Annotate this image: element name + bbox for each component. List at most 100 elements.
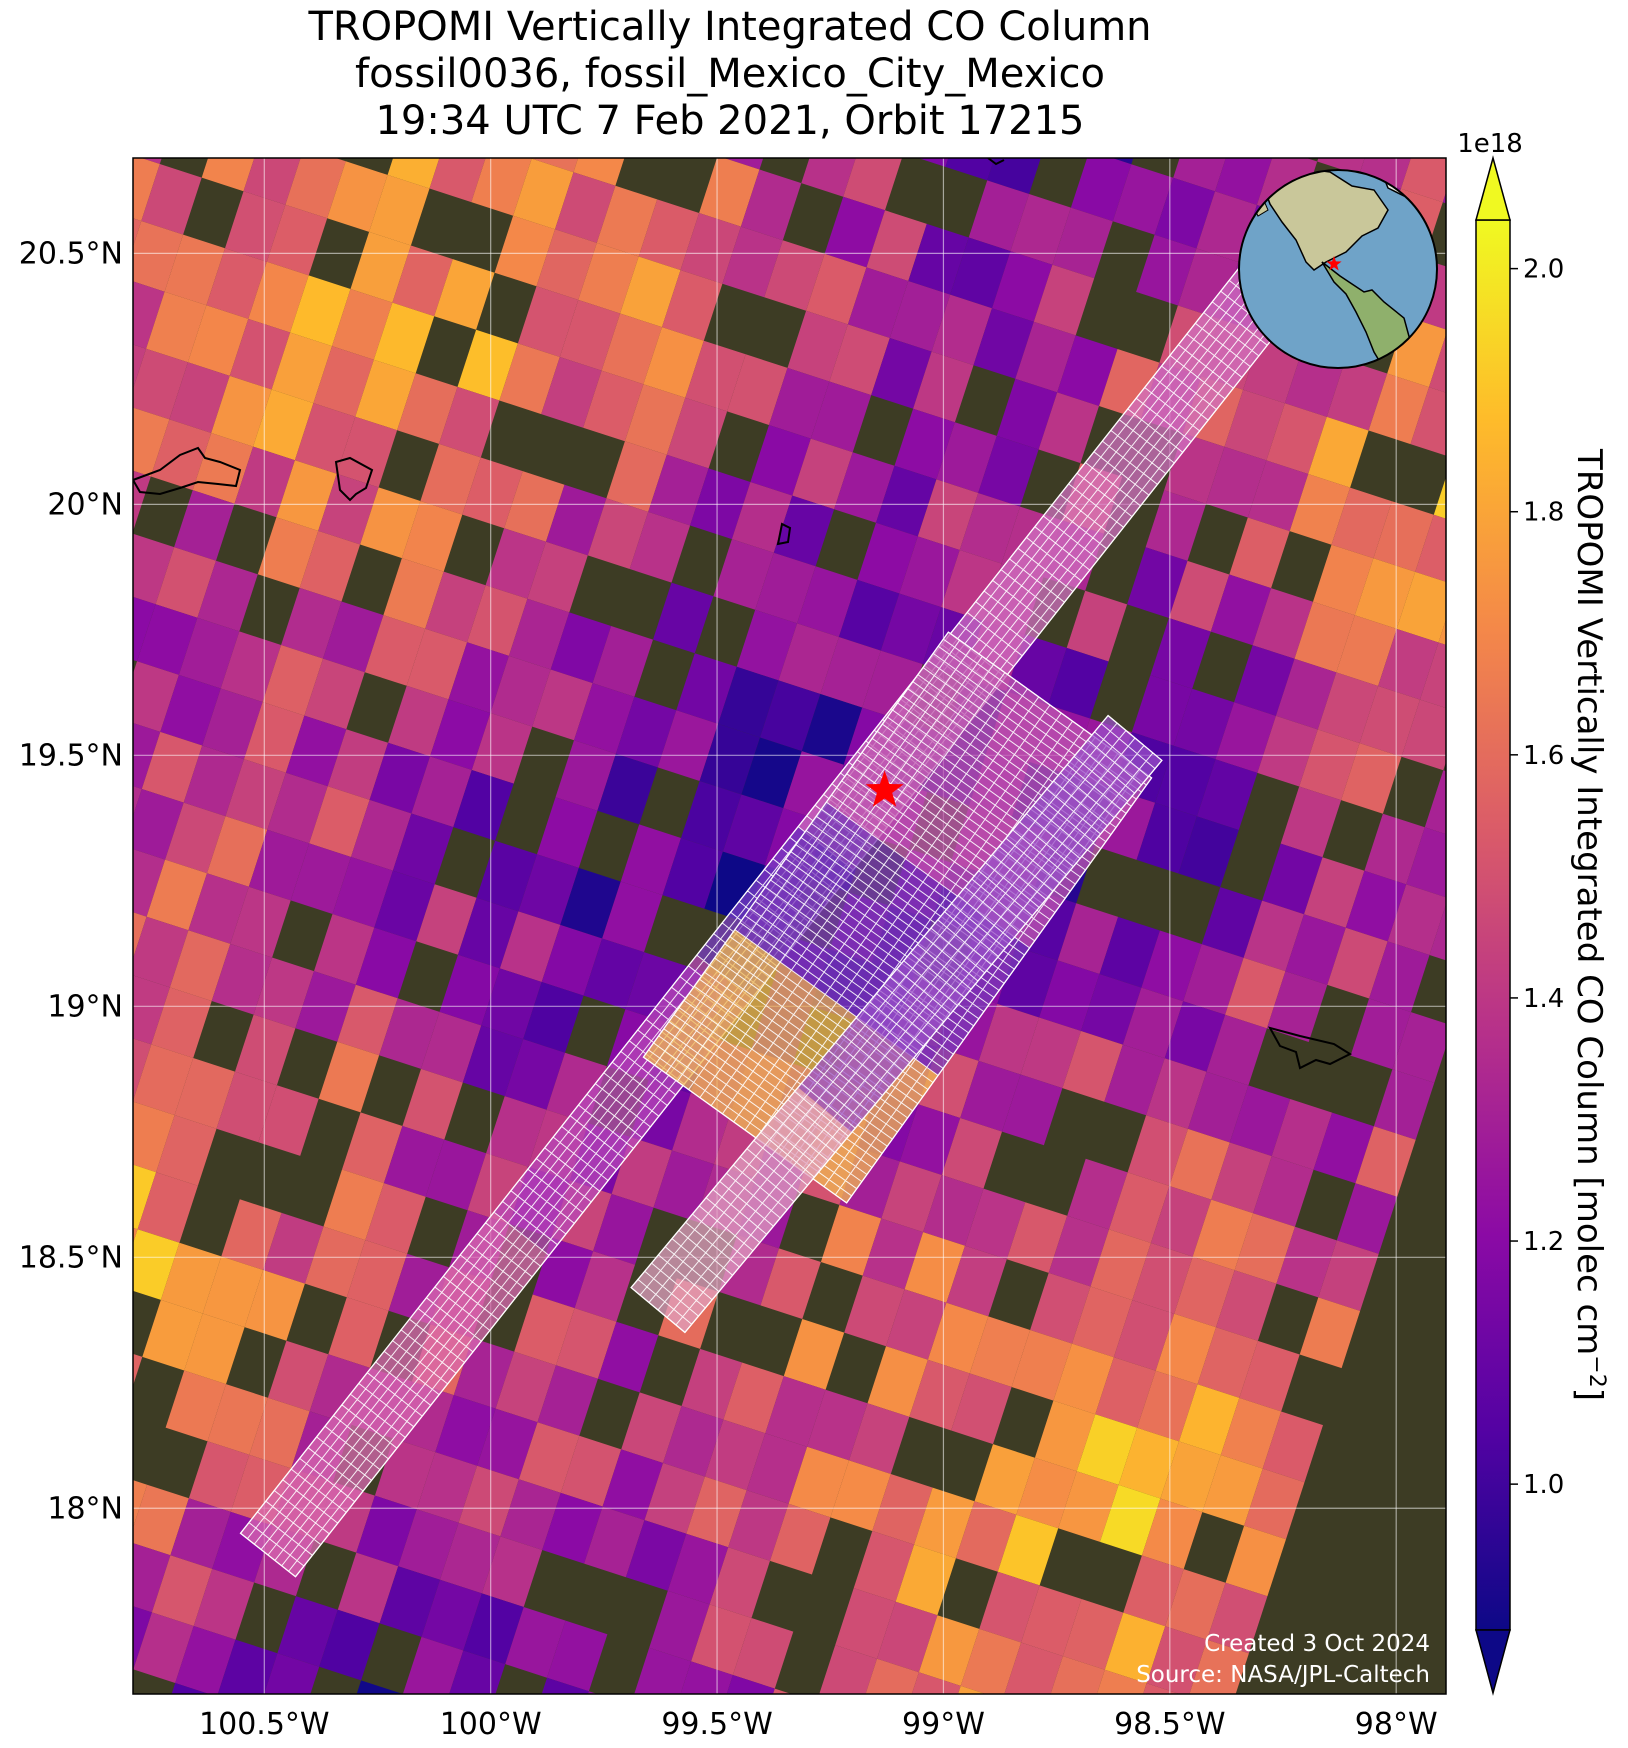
co-pixel: [894, 408, 955, 480]
co-pixel: [439, 386, 500, 458]
co-pixel: [1331, 487, 1392, 559]
co-pixel: [788, 1446, 849, 1518]
co-pixel: [960, 1060, 1021, 1132]
co-pixel: [1026, 1713, 1086, 1748]
lake-outline-5: [987, 158, 1005, 166]
co-pixel: [1224, 389, 1285, 461]
co-pixel: [663, 1406, 724, 1477]
co-pixel: [750, 425, 811, 496]
co-pixel: [764, 240, 825, 311]
co-pixel: [429, 158, 486, 203]
co-pixel: [220, 631, 282, 702]
co-pixel: [383, 1126, 445, 1197]
target-star-icon: [865, 770, 904, 807]
co-pixel: [392, 245, 453, 317]
co-pixel: [1368, 373, 1429, 445]
co-pixel: [202, 688, 263, 760]
co-pixel: [596, 185, 658, 257]
co-pixel: [847, 267, 909, 338]
co-pixel: [541, 924, 603, 996]
co-pixel: [434, 259, 495, 330]
co-pixel: [1207, 1582, 1268, 1654]
co-pixel: [1146, 1058, 1207, 1129]
co-pixel: [229, 318, 291, 390]
co-pixel: [160, 674, 221, 746]
co-pixel: [133, 158, 160, 221]
co-pixel: [193, 1568, 255, 1640]
co-pixel: [978, 435, 1039, 507]
co-pixel: [68, 1528, 128, 1599]
co-pixel: [1317, 672, 1379, 744]
co-pixel: [835, 1588, 896, 1659]
co-pixel: [133, 1669, 134, 1671]
co-pixel: [133, 661, 179, 732]
co-pixel: [187, 305, 249, 376]
co-pixel: [1132, 1243, 1193, 1314]
colorbar-tick-label: 2.0: [1523, 255, 1564, 285]
co-pixel: [1122, 987, 1184, 1059]
co-pixel: [685, 340, 746, 412]
co-pixel: [257, 517, 319, 588]
co-pixel: [277, 1596, 338, 1667]
co-pixel: [146, 859, 207, 931]
co-pixel: [197, 560, 258, 632]
co-pixel: [230, 886, 291, 958]
co-pixel: [285, 158, 346, 219]
co-pixel: [141, 158, 162, 164]
co-pixel: [1262, 843, 1323, 915]
co-pixel: [773, 1688, 792, 1694]
co-pixel: [1010, 194, 1071, 265]
co-pixel: [801, 694, 863, 765]
co-pixel: [1179, 1384, 1240, 1455]
colorbar-tick-label: 1.4: [1523, 984, 1564, 1014]
co-pixel: [718, 666, 779, 738]
co-pixel: [523, 982, 584, 1053]
co-pixel: [62, 265, 122, 336]
co-pixel: [872, 1474, 933, 1545]
co-pixel: [560, 867, 621, 939]
co-pixel: [294, 403, 356, 474]
co-pixel: [1188, 1071, 1249, 1143]
co-pixel: [917, 158, 949, 167]
co-pixel: [133, 218, 142, 247]
co-pixel: [133, 1353, 143, 1386]
co-pixel: [1336, 1183, 1398, 1254]
co-pixel: [1327, 927, 1388, 999]
co-pixel: [1038, 392, 1099, 464]
footprint-grid-overlay: [239, 247, 1311, 1578]
co-pixel: [1341, 743, 1402, 814]
co-pixel: [63, 1400, 123, 1471]
co-pixel: [332, 857, 393, 928]
co-pixel: [133, 1101, 175, 1173]
co-pixel: [587, 498, 649, 569]
co-pixel: [992, 251, 1053, 322]
co-pixel: [416, 884, 477, 955]
co-pixel: [1113, 1300, 1175, 1371]
co-pixel: [271, 332, 332, 404]
co-pixel: [1100, 1484, 1161, 1556]
co-pixel: [1215, 158, 1273, 205]
co-pixel: [170, 1498, 231, 1569]
co-pixel: [1406, 827, 1446, 898]
co-pixel: [1109, 1172, 1170, 1243]
co-pixel: [643, 327, 704, 398]
co-pixel: [133, 533, 175, 605]
co-pixel: [699, 723, 760, 795]
co-pixel: [458, 897, 519, 969]
co-pixel: [1355, 1126, 1416, 1197]
lon-tick-label: 100.5°W: [199, 1707, 330, 1742]
co-pixel: [1072, 1286, 1133, 1358]
co-pixel: [951, 1373, 1012, 1445]
co-pixel: [736, 609, 798, 681]
co-pixel: [133, 1229, 180, 1300]
co-pixel: [806, 253, 867, 325]
co-pixel: [537, 797, 598, 868]
co-pixel: [1271, 1099, 1333, 1170]
co-pixel: [420, 443, 481, 515]
co-pixel: [225, 759, 286, 830]
co-pixel: [266, 204, 328, 276]
co-pixel: [453, 770, 514, 841]
co-pixel: [175, 1626, 236, 1694]
co-pixel: [662, 270, 723, 341]
co-pixel: [723, 1362, 784, 1434]
